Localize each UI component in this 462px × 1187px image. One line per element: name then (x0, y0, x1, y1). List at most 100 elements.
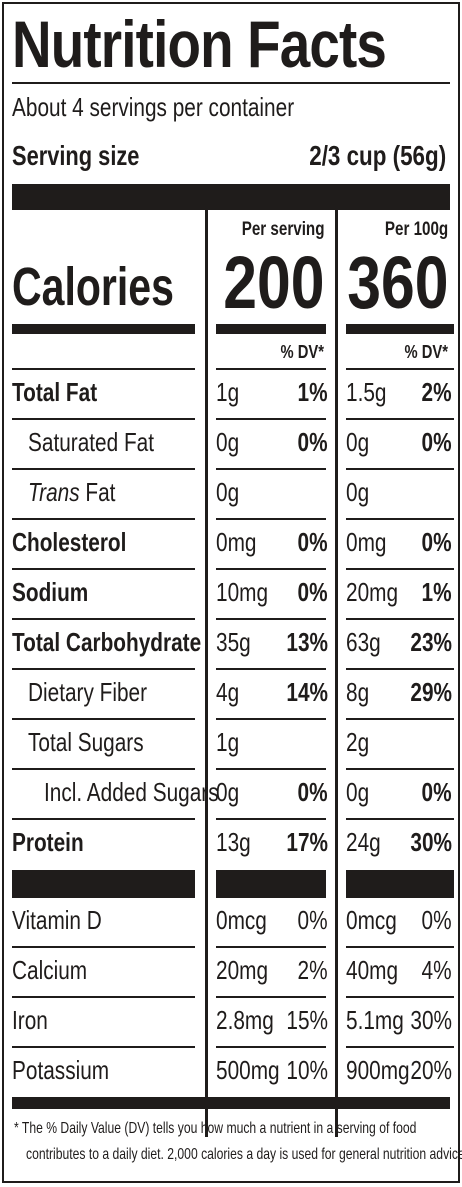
amount-per-serving: 20mg (216, 952, 281, 988)
dv-per-100g: 0% (414, 902, 452, 938)
row-rule (216, 946, 326, 948)
bottom-divider (12, 1097, 450, 1109)
per-100g-header: Per 100g (369, 218, 448, 242)
dv-per-serving: 15% (276, 1002, 328, 1038)
nutrient-name: Dietary Fiber (28, 674, 177, 710)
amount-per-100g: 24g (346, 824, 389, 860)
amount-per-serving: 0mg (216, 524, 267, 560)
amount-per-serving: 10mg (216, 574, 281, 610)
nutrient-row: Calcium 20mg 2% 40mg 4% (4, 946, 462, 994)
amount-per-100g: 0mcg (346, 902, 410, 938)
serving-size-label: Serving size (12, 138, 175, 174)
nutrient-name: Total Sugars (28, 724, 173, 760)
dv-per-100g: 30% (400, 1002, 452, 1038)
amount-per-100g: 0g (346, 474, 375, 510)
footnote-line-1: * The % Daily Value (DV) tells you how m… (14, 1116, 416, 1142)
calories-per-100g: 360 (325, 240, 448, 326)
row-rule (346, 1046, 454, 1048)
label-title: Nutrition Facts (12, 4, 462, 84)
calories-per-serving: 200 (201, 240, 324, 326)
row-rule (346, 996, 454, 998)
dv-per-serving: 10% (276, 1052, 328, 1088)
dv-per-serving: 0% (290, 574, 328, 610)
amount-per-serving: 35g (216, 624, 259, 660)
amount-per-serving: 0mcg (216, 902, 280, 938)
nutrient-row: Incl. Added Sugars 0g 0% 0g 0% (4, 768, 462, 816)
row-rule (216, 1046, 326, 1048)
nutrient-row: Total Fat 1g 1% 1.5g 2% (4, 368, 462, 416)
amount-per-100g: 2g (346, 724, 375, 760)
calories-rule (346, 324, 454, 334)
footnote-line-2: contributes to a daily diet. 2,000 calor… (26, 1142, 462, 1168)
nutrient-row: Dietary Fiber 4g 14% 8g 29% (4, 668, 462, 716)
footnote: * The % Daily Value (DV) tells you how m… (14, 1116, 462, 1168)
amount-per-serving: 0g (216, 474, 245, 510)
nutrient-row: Trans Fat 0g 0g (4, 468, 462, 516)
dv-per-100g: 2% (414, 374, 452, 410)
amount-per-serving: 4g (216, 674, 245, 710)
dv-per-serving: 0% (290, 524, 328, 560)
dv-header-per-serving: % DV* (271, 340, 324, 364)
dv-per-100g: 4% (414, 952, 452, 988)
per-serving-header: Per serving (221, 218, 325, 242)
nutrient-name: Trans Fat (28, 474, 137, 510)
row-rule (346, 946, 454, 948)
dv-per-serving: 0% (290, 424, 328, 460)
row-rule (216, 996, 326, 998)
nutrient-row: Protein 13g 17% 24g 30% (4, 818, 462, 866)
vitamin-divider (216, 870, 326, 896)
amount-per-serving: 0g (216, 774, 245, 810)
amount-per-100g: 8g (346, 674, 375, 710)
nutrient-name: Cholesterol (12, 524, 155, 560)
row-rule (12, 996, 195, 998)
amount-per-100g: 20mg (346, 574, 411, 610)
amount-per-100g: 40mg (346, 952, 411, 988)
nutrient-row: Total Sugars 1g 2g (4, 718, 462, 766)
amount-per-100g: 0g (346, 424, 375, 460)
servings-per-container: About 4 servings per container (12, 90, 365, 124)
serving-size-value: 2/3 cup (56g) (275, 138, 446, 174)
row-rule (12, 946, 195, 948)
dv-per-serving: 0% (290, 774, 328, 810)
amount-per-100g: 1.5g (346, 374, 397, 410)
nutrient-name: Iron (12, 1002, 57, 1038)
dv-per-100g: 0% (414, 424, 452, 460)
nutrient-row: Sodium 10mg 0% 20mg 1% (4, 568, 462, 616)
dv-per-serving: 1% (290, 374, 328, 410)
nutrient-row: Potassium 500mg 10% 900mg 20% (4, 1046, 462, 1094)
calories-rule (216, 324, 326, 334)
amount-per-serving: 13g (216, 824, 259, 860)
dv-header-per-100g: % DV* (395, 340, 448, 364)
dv-per-100g: 0% (414, 524, 452, 560)
nutrient-row: Cholesterol 0mg 0% 0mg 0% (4, 518, 462, 566)
dv-per-100g: 20% (400, 1052, 452, 1088)
dv-per-serving: 0% (290, 902, 328, 938)
nutrient-name: Calcium (12, 952, 106, 988)
dv-per-serving: 17% (276, 824, 328, 860)
vitamin-divider (12, 870, 195, 896)
dv-per-serving: 13% (276, 624, 328, 660)
amount-per-serving: 1g (216, 724, 245, 760)
thick-divider (12, 184, 450, 210)
dv-per-100g: 0% (414, 774, 452, 810)
nutrient-row: Vitamin D 0mcg 0% 0mcg 0% (4, 896, 462, 944)
title-rule (12, 82, 450, 84)
vitamin-divider (346, 870, 454, 896)
amount-per-serving: 0g (216, 424, 245, 460)
nutrient-row: Saturated Fat 0g 0% 0g 0% (4, 418, 462, 466)
dv-per-100g: 1% (414, 574, 452, 610)
nutrient-row: Total Carbohydrate 35g 13% 63g 23% (4, 618, 462, 666)
calories-rule (12, 324, 195, 334)
row-rule (12, 1046, 195, 1048)
nutrient-name: Vitamin D (12, 902, 124, 938)
dv-per-serving: 2% (290, 952, 328, 988)
amount-per-100g: 63g (346, 624, 389, 660)
nutrient-name: Total Fat (12, 374, 118, 410)
nutrient-name: Saturated Fat (28, 424, 186, 460)
calories-label: Calories (12, 252, 225, 322)
amount-per-100g: 0g (346, 774, 375, 810)
amount-per-serving: 1g (216, 374, 245, 410)
dv-per-serving: 14% (276, 674, 328, 710)
dv-per-100g: 23% (400, 624, 452, 660)
